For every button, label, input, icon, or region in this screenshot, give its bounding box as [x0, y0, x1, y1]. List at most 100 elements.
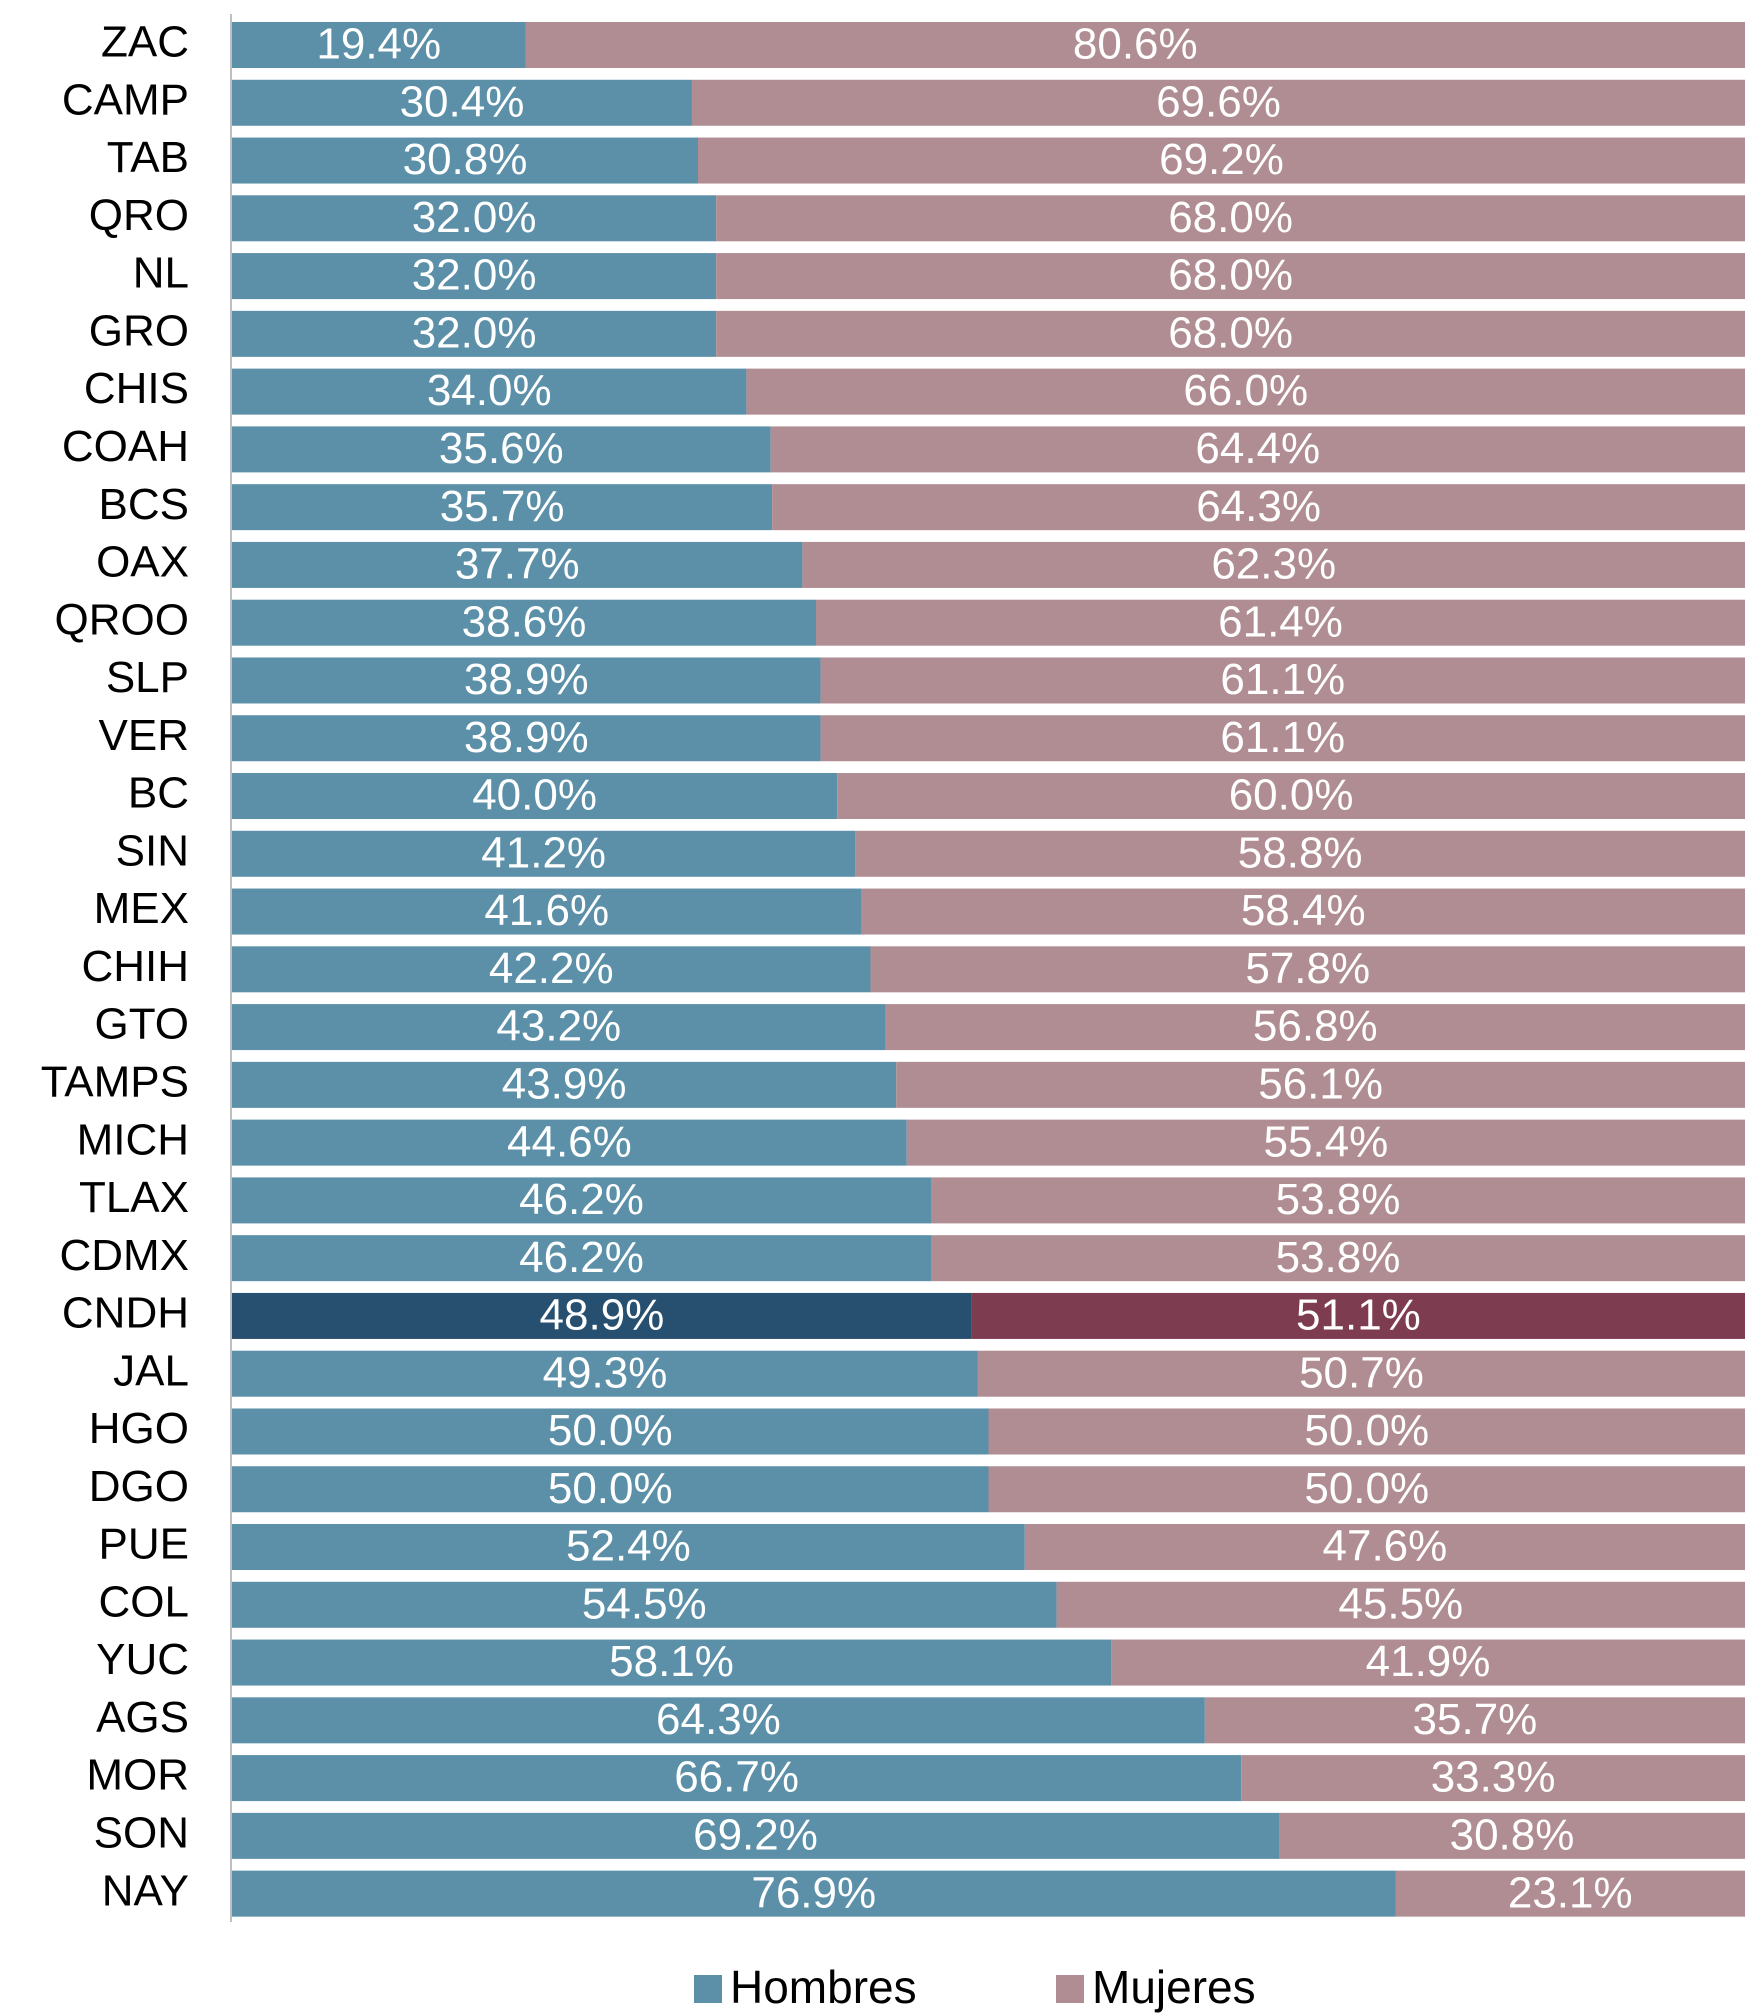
bar-segment — [232, 22, 526, 68]
data-label: 50.0% — [1304, 1406, 1429, 1455]
data-label: 64.4% — [1195, 424, 1320, 473]
data-label: 66.7% — [674, 1753, 799, 1802]
data-label: 41.2% — [481, 828, 606, 877]
data-label: 61.1% — [1220, 655, 1345, 704]
data-label: 56.1% — [1258, 1059, 1383, 1108]
data-label: 53.8% — [1276, 1233, 1401, 1282]
bar-segment — [931, 1177, 1745, 1224]
bar-segment — [232, 888, 862, 935]
data-label: 41.9% — [1366, 1637, 1491, 1686]
bar-segment — [232, 1292, 972, 1339]
bar-segment — [232, 1177, 932, 1224]
bar-segment — [988, 1466, 1745, 1513]
bar-segment — [232, 1812, 1279, 1859]
y-tick-label: COL — [99, 1577, 189, 1626]
bar-segment — [1395, 1870, 1745, 1917]
bar-segment — [232, 1408, 989, 1455]
bar-segment — [698, 137, 1745, 184]
data-label: 47.6% — [1323, 1522, 1448, 1571]
bar-segment — [232, 715, 821, 762]
data-label: 49.3% — [543, 1348, 668, 1397]
bar-segment — [746, 368, 1745, 415]
y-tick-label: TAB — [107, 133, 189, 182]
data-label: 50.0% — [1304, 1464, 1429, 1513]
y-tick-label: YUC — [96, 1635, 189, 1684]
y-tick-label: DGO — [89, 1462, 189, 1511]
y-tick-label: CHIS — [84, 364, 189, 413]
data-label: 69.6% — [1156, 77, 1281, 126]
bar-segment — [716, 253, 1746, 300]
legend-label: Hombres — [730, 1961, 917, 2013]
data-label: 61.4% — [1218, 597, 1343, 646]
data-label: 42.2% — [489, 944, 614, 993]
bar-segment — [837, 773, 1745, 820]
y-tick-label: HGO — [89, 1404, 189, 1453]
data-label: 57.8% — [1245, 944, 1370, 993]
data-label: 64.3% — [1196, 482, 1321, 531]
bar-segment — [232, 946, 871, 993]
data-label: 46.2% — [519, 1233, 644, 1282]
y-tick-label: BCS — [99, 480, 189, 529]
y-tick-label: SLP — [106, 653, 189, 702]
data-label: 35.7% — [440, 482, 565, 531]
bar-segment — [691, 79, 1745, 126]
bar-segment — [232, 1639, 1112, 1686]
legend-swatch — [1056, 1975, 1084, 2003]
bar-segment — [232, 1466, 989, 1513]
data-label: 68.0% — [1168, 193, 1293, 242]
data-label: 50.7% — [1299, 1348, 1424, 1397]
data-label: 58.8% — [1238, 828, 1363, 877]
bar-segment — [870, 946, 1745, 993]
bar-segment — [232, 426, 771, 473]
data-label: 50.0% — [548, 1406, 673, 1455]
data-label: 64.3% — [656, 1695, 781, 1744]
data-label: 32.0% — [412, 308, 537, 357]
bar-segment — [232, 1524, 1025, 1571]
bar-segment — [232, 1581, 1057, 1628]
data-label: 32.0% — [412, 193, 537, 242]
y-tick-label: AGS — [96, 1693, 189, 1742]
bar-segment — [232, 773, 838, 820]
y-tick-label: QROO — [55, 595, 189, 644]
y-tick-label: MEX — [94, 884, 189, 933]
data-label: 45.5% — [1338, 1579, 1463, 1628]
legend-label: Mujeres — [1092, 1961, 1256, 2013]
bar-segment — [1056, 1581, 1745, 1628]
y-tick-label: CDMX — [59, 1231, 189, 1280]
data-label: 30.4% — [400, 77, 525, 126]
bar-segment — [232, 1697, 1205, 1744]
bar-segment — [1278, 1812, 1745, 1859]
bar-segment — [232, 79, 692, 126]
y-tick-label: GRO — [89, 306, 189, 355]
bar-segment — [931, 1235, 1745, 1282]
y-tick-label: CNDH — [62, 1289, 189, 1338]
data-label: 68.0% — [1168, 251, 1293, 300]
bar-segment — [232, 195, 717, 242]
y-tick-label: GTO — [94, 1000, 189, 1049]
bar-segment — [1024, 1524, 1745, 1571]
bar-segment — [820, 715, 1745, 762]
y-tick-label: MICH — [77, 1115, 189, 1164]
data-label: 43.9% — [502, 1059, 627, 1108]
data-label: 30.8% — [1450, 1810, 1575, 1859]
bar-segment — [232, 1755, 1242, 1802]
bar-segment — [802, 541, 1745, 588]
y-tick-label: OAX — [96, 538, 189, 587]
data-label: 38.9% — [464, 655, 589, 704]
y-tick-label: SIN — [116, 826, 189, 875]
y-tick-label: NL — [133, 249, 189, 298]
data-label: 66.0% — [1183, 366, 1308, 415]
data-label: 43.2% — [496, 1002, 621, 1051]
bar-segment — [232, 1350, 978, 1397]
data-label: 48.9% — [540, 1291, 665, 1340]
data-label: 58.1% — [609, 1637, 734, 1686]
bar-segment — [232, 310, 717, 357]
bar-segment — [820, 657, 1745, 704]
bar-segment — [232, 541, 803, 588]
bar-segment — [816, 599, 1745, 646]
y-tick-label: JAL — [113, 1346, 189, 1395]
data-label: 30.8% — [403, 135, 528, 184]
bar-segment — [232, 1119, 907, 1166]
bar-segment — [232, 657, 821, 704]
